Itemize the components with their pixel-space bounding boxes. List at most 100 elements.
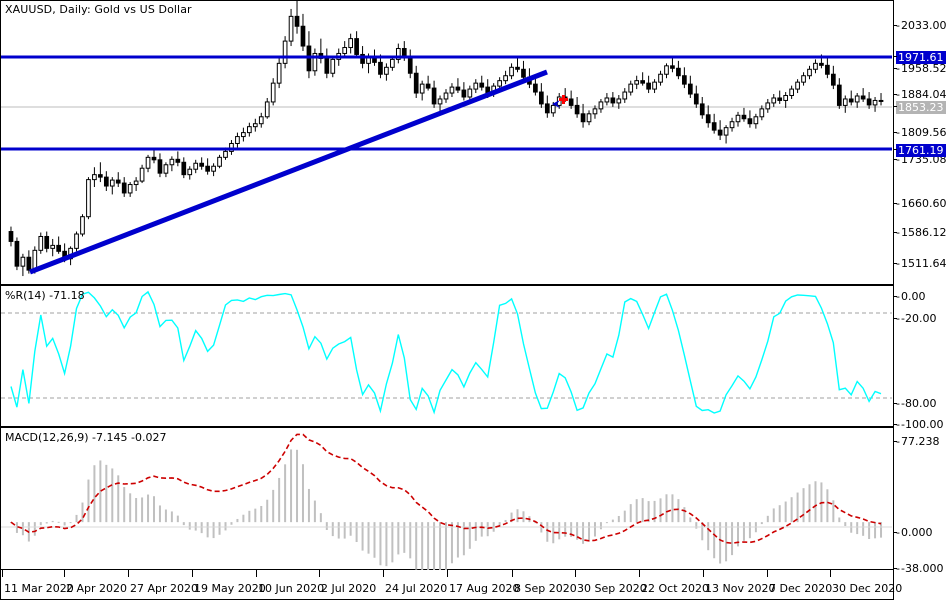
candlestick-series [8,0,884,277]
level-label-resistance[interactable]: 1971.61 [896,51,946,64]
macd-hist-bar [51,520,54,523]
macd-hist-bar [236,518,239,523]
williams-percent-r-panel[interactable] [0,285,894,427]
macd-hist-bar [361,522,364,551]
axis-tick-mark [893,149,897,150]
macd-hist-bar [802,488,805,523]
macd-hist-bar [147,494,150,523]
macd-hist-bar [182,522,185,526]
macd-hist-bar [546,522,549,542]
macd-hist-bar [188,522,191,530]
macd-hist-bar [784,501,787,523]
price-tick-5: -1660.60 [896,197,947,210]
date-label-6: 24 Jul 2020 [385,582,448,595]
macd-hist-bar [737,522,739,547]
macd-hist-bar [534,522,537,524]
macd-hist-bar [564,522,567,537]
macd-hist-bar [832,500,835,523]
macd-hist-bar [45,522,48,524]
macd-hist-bar [683,507,686,523]
macd-hist-bar [290,449,293,523]
macd-hist-bar [87,479,90,523]
macd-hist-bar [57,521,60,523]
uptrend-line[interactable] [29,69,548,275]
macd-hist-bar [373,522,376,558]
macd-hist-bar [707,522,710,551]
date-tick-12 [767,570,768,577]
axis-tick-mark [893,296,897,297]
date-label-10: 22 Oct 2020 [641,582,710,595]
price-tick-6: -1586.12 [896,226,947,239]
price-tick-3: -1809.56 [896,126,947,139]
macd-hist-bar [123,487,126,523]
macd-hist-bar [367,522,370,554]
macd-hist-bar [576,522,579,540]
wpr-tick-0: -0.00 [896,290,926,303]
macd-hist-bar [635,499,638,523]
macd-hist-bar [230,522,233,525]
macd-hist-bar [397,522,400,555]
macd-hist-bar [742,522,745,541]
axis-tick-mark [893,263,897,264]
macd-hist-bar [725,522,728,562]
macd-hist-bar [206,522,209,538]
macd-hist-bar [588,522,591,542]
williams-percent-r-plot [1,290,892,415]
date-label-7: 17 Aug 2020 [449,582,520,595]
macd-hist-bar [117,475,120,523]
date-tick-5 [319,570,320,577]
price-tick-7: -1511.64 [896,257,947,270]
macd-hist-bar [33,522,36,536]
price-axis[interactable] [893,0,950,600]
macd-hist-bar [284,464,287,523]
macd-hist-bar [164,509,167,523]
macd-hist-bar [301,464,304,523]
macd-hist-bar [379,522,382,566]
macd-hist-bar [129,493,132,523]
macd-hist-bar [611,519,614,523]
axis-tick-mark [893,25,897,26]
macd-hist-bar [599,522,602,530]
macd-hist-bar [445,522,447,570]
macd-hist-bar [242,514,245,523]
macd-hist-bar [194,522,197,531]
macd-hist-bar [75,514,78,523]
wpr-tick-2: --80.00 [896,397,937,410]
date-tick-4 [256,570,257,577]
axis-tick-mark [893,403,897,404]
axis-tick-mark [893,568,897,569]
macd-hist-bar [224,522,227,531]
macd-hist-bar [99,460,102,523]
macd-hist-bar [862,522,865,536]
macd-hist-bar [665,494,668,523]
axis-tick-mark [893,318,897,319]
macd-hist-bar [421,522,424,570]
macd-tick-2: --38.000 [896,562,944,575]
macd-hist-bar [605,522,608,524]
macd-hist-bar [778,505,781,523]
macd-hist-bar [69,522,72,524]
date-tick-10 [639,570,640,577]
williams-title: %R(14) -71.18 [5,289,85,302]
macd-hist-bar [647,501,650,523]
macd-hist-bar [766,515,769,523]
macd-hist-bar [456,522,459,558]
macd-hist-bar [450,522,453,564]
macd-hist-bar [748,522,751,539]
macd-hist-bar [111,468,114,523]
macd-hist-bar [516,509,519,523]
macd-signal-line [10,433,882,545]
macd-hist-bar [760,522,763,525]
sell-arrow-marker[interactable] [552,95,568,108]
macd-hist-bar [671,494,674,523]
macd-hist-bar [170,511,173,523]
macd-hist-bar [522,511,525,523]
axis-tick-mark [893,106,897,107]
macd-hist-bar [617,515,620,523]
level-label-support[interactable]: 1761.19 [896,144,946,157]
current-price-label[interactable]: 1853.23 [896,101,946,114]
date-label-8: 8 Sep 2020 [514,582,577,595]
axis-tick-mark [893,68,897,69]
macd-hist-bar [176,515,179,523]
price-panel[interactable] [0,0,894,285]
